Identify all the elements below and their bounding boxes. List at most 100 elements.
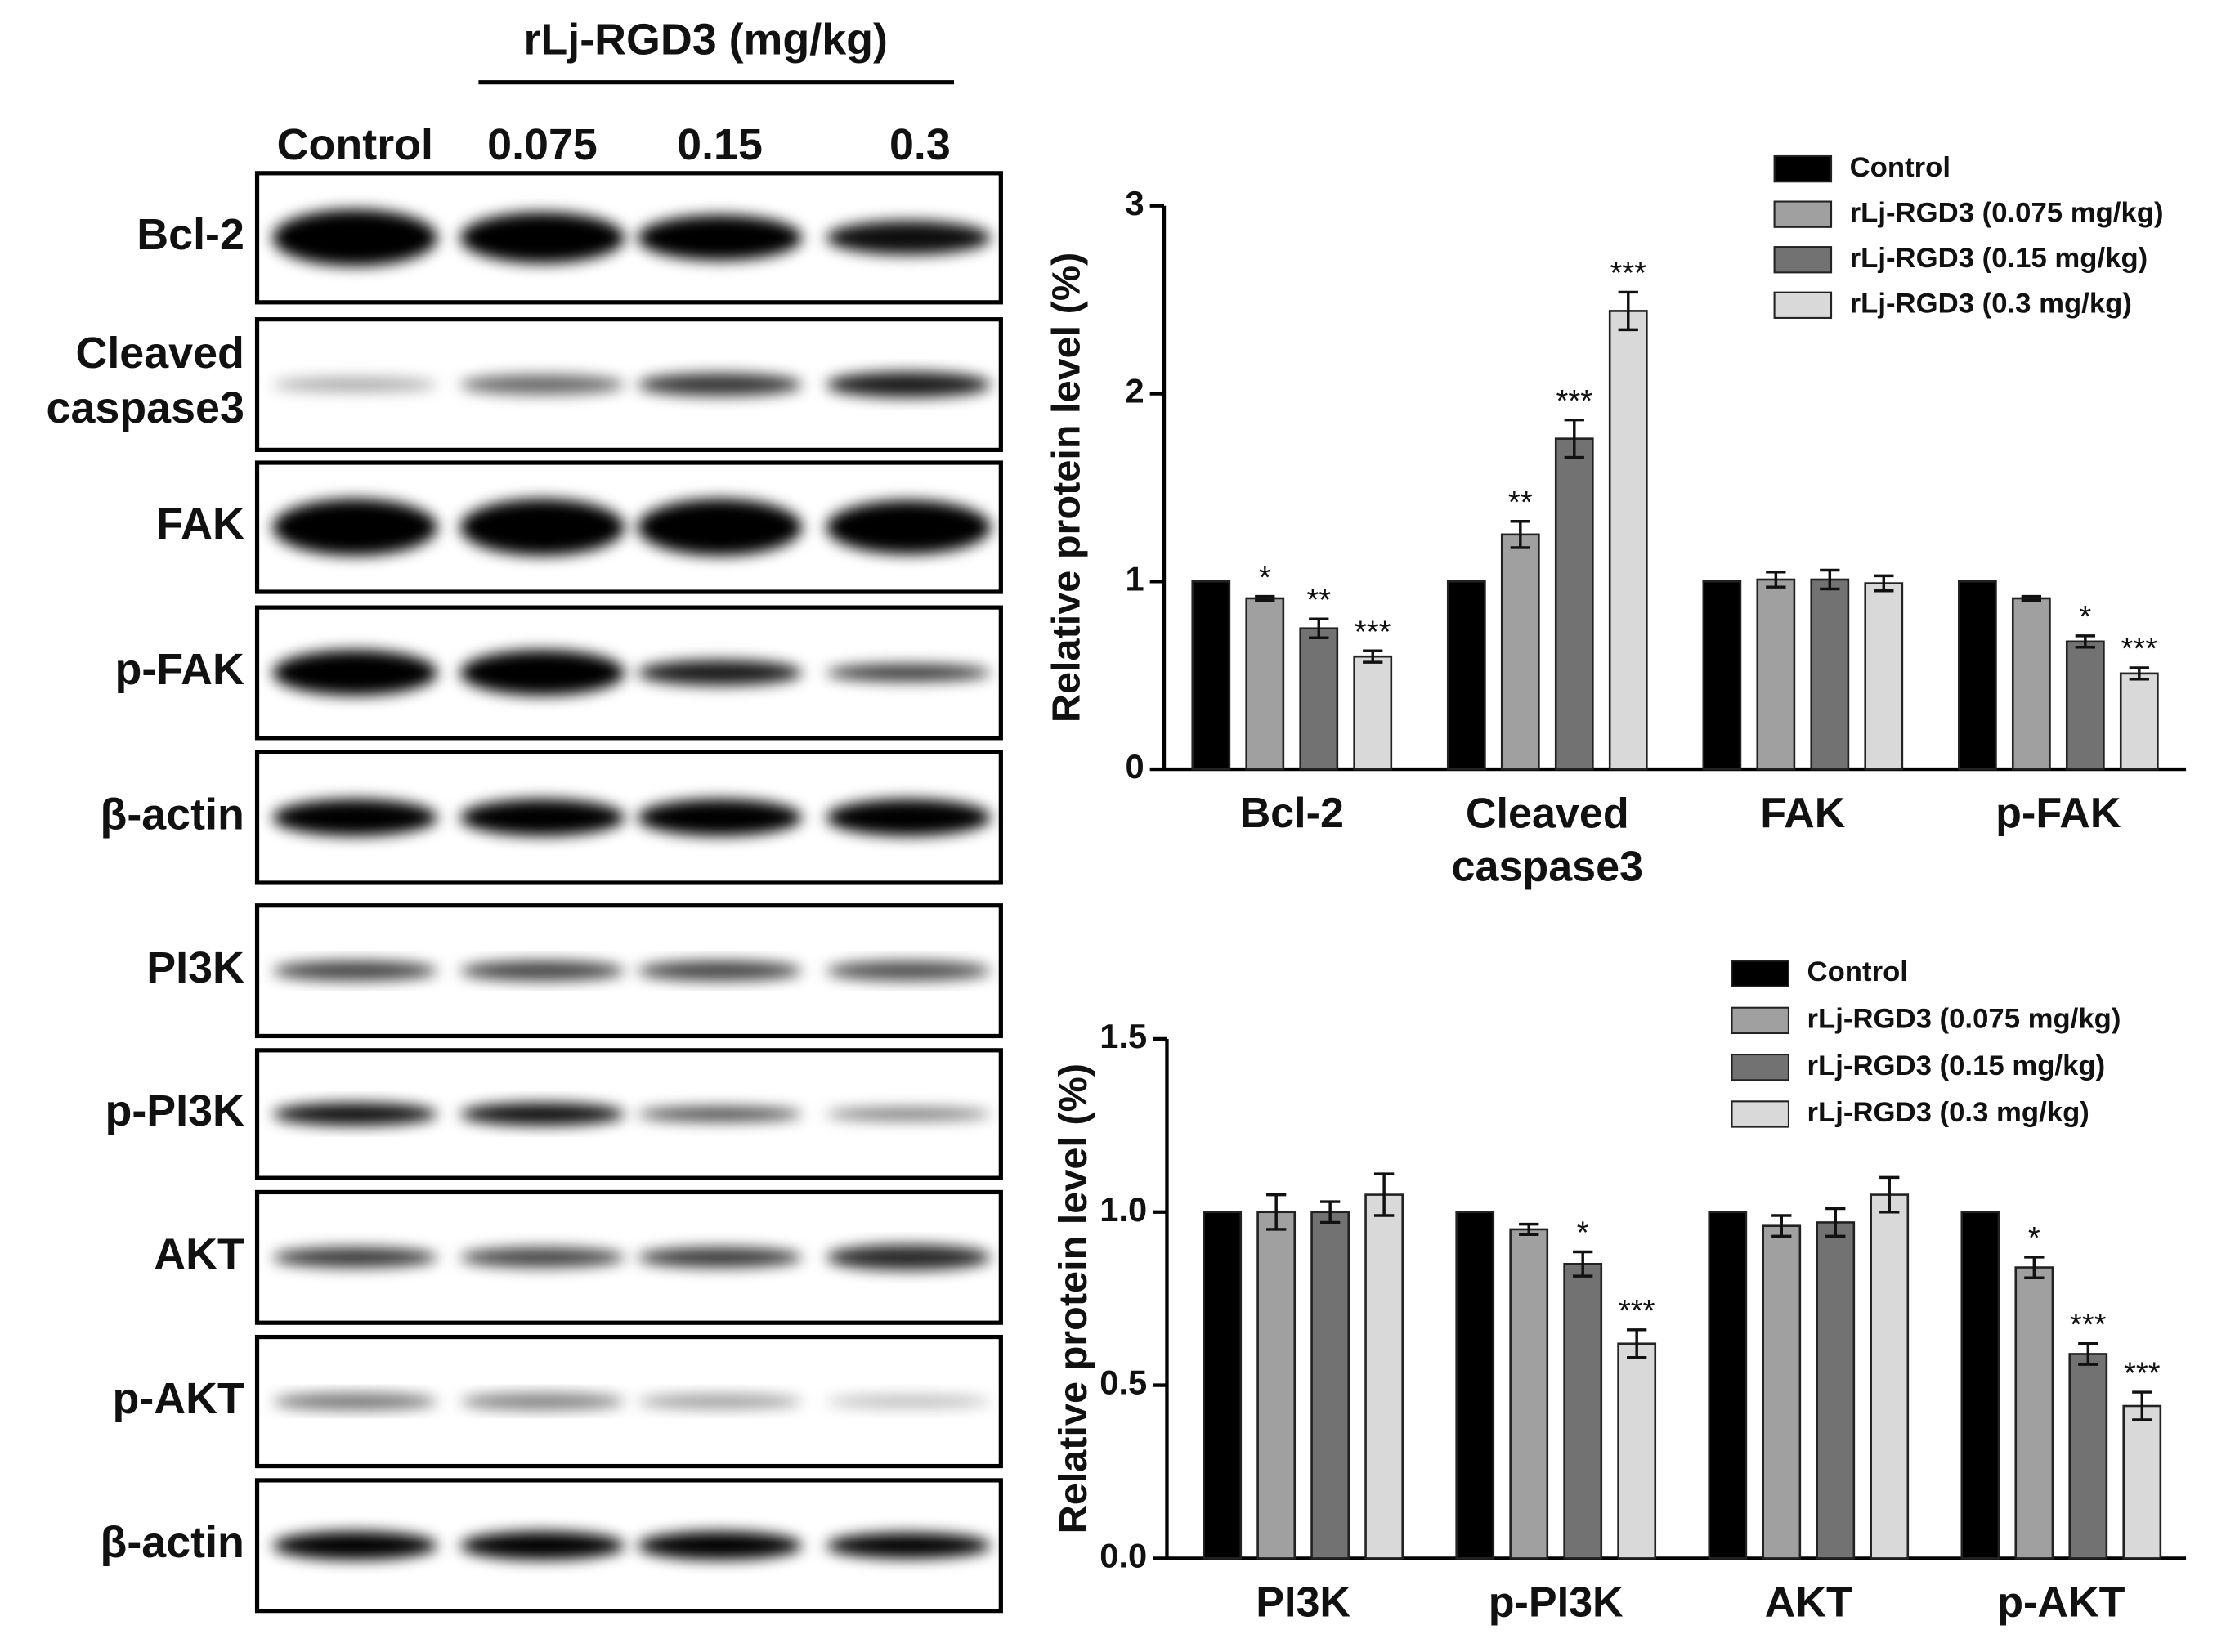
legend-label: rLj-RGD3 (0.3 mg/kg) [1850,288,2132,319]
bar [1756,578,1796,771]
band [272,1531,438,1560]
band [637,1394,803,1409]
legend-label: Control [1807,956,1908,987]
legend-label: Control [1850,152,1951,183]
y-tick-label: 0 [1126,747,1144,786]
blot-header: rLj-RGD3 (mg/kg) [523,15,887,64]
bar [1191,580,1231,771]
band [637,499,803,556]
bar [1310,1211,1350,1560]
blot-bands [272,499,992,556]
y-axis-label: Relative protein level (%) [1045,253,1089,723]
blot-bands [272,371,992,398]
band [637,373,803,396]
band [459,1247,625,1268]
significance: *** [2121,631,2158,666]
band [826,960,992,981]
bar [1864,582,1904,771]
x-tick-label: FAK [1760,790,1846,837]
band [272,799,438,836]
y-tick-label: 3 [1126,184,1144,222]
bar [1762,1224,1802,1560]
legend-swatch [1773,246,1833,274]
bar [1608,310,1648,771]
bar [1870,1193,1910,1560]
significance: * [1577,1215,1589,1251]
band [272,1393,438,1410]
bar [1203,1211,1243,1560]
significance: ** [1508,485,1533,520]
band [272,1103,438,1126]
bar [1816,1221,1856,1560]
band [272,499,438,556]
significance: * [1259,560,1271,595]
band [826,1108,992,1120]
bar [1554,437,1594,771]
band [272,377,438,392]
bar [1455,1211,1495,1560]
bar [1708,1211,1748,1560]
band [826,799,992,836]
legend-swatch [1731,1006,1789,1035]
band [637,1531,803,1560]
bar [1245,597,1285,771]
legend-swatch [1773,154,1833,183]
blot-row-label: Bcl-2 [137,210,244,259]
bar [2068,1353,2108,1560]
legend-label: rLj-RGD3 (0.075 mg/kg) [1807,1004,2121,1035]
blot-bands [272,1531,992,1560]
blot-row-label: p-FAK [114,645,244,694]
band [637,215,803,261]
significance: * [2028,1220,2040,1256]
band [637,660,803,686]
blot-bands [272,650,992,696]
significance: *** [2070,1307,2107,1342]
lane-label: Control [277,120,433,169]
y-tick-label: 2 [1126,372,1144,410]
band [459,499,625,556]
legend-label: rLj-RGD3 (0.075 mg/kg) [1850,197,2164,228]
bar [2014,1266,2054,1560]
y-tick-label: 1.5 [1100,1017,1147,1055]
bar [1299,627,1339,771]
band [826,664,992,682]
x-tick-label: p-AKT [1997,1578,2125,1626]
legend-swatch [1731,960,1789,987]
x-tick-label: p-FAK [1995,790,2121,837]
significance: * [2079,599,2091,634]
x-tick-label: Bcl-2 [1240,790,1344,837]
band [459,212,625,264]
bar [1702,580,1742,771]
band [637,799,803,836]
band [459,960,625,981]
blot-bands [272,1244,992,1270]
bar [1364,1193,1404,1560]
lane-label: 0.3 [889,120,951,169]
legend-label: rLj-RGD3 (0.3 mg/kg) [1807,1097,2089,1128]
blot-row-label: β-actin [101,790,244,839]
legend-label: rLj-RGD3 (0.15 mg/kg) [1807,1050,2106,1081]
bar [1960,1211,2000,1560]
band [637,960,803,981]
x-tick-label: AKT [1765,1578,1852,1626]
blot-bands [272,1103,992,1126]
lane-label: 0.075 [487,120,598,169]
blot-bands [272,960,992,981]
band [459,650,625,696]
band [826,220,992,255]
band [826,1244,992,1270]
y-tick-label: 1 [1126,559,1144,598]
blot-row-label: p-AKT [113,1374,245,1423]
band [459,799,625,836]
blot-bands [272,1393,992,1410]
significance: ** [1306,582,1331,617]
bar [1500,533,1540,771]
bar [2119,672,2159,771]
bar [2065,640,2105,771]
band [272,650,438,696]
bar [1810,578,1850,771]
blot-row-label: Cleaved caspase3 [47,329,244,432]
y-tick-label: 0.5 [1100,1363,1147,1402]
